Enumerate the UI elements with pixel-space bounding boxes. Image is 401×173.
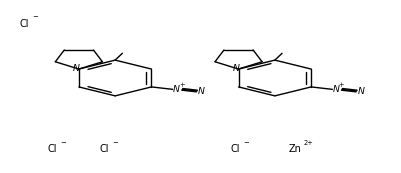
Text: +: +: [179, 82, 184, 88]
Text: 2+: 2+: [303, 140, 313, 146]
Text: −: −: [243, 140, 249, 146]
Text: N: N: [197, 86, 204, 95]
Text: Cl: Cl: [19, 19, 29, 29]
Text: N: N: [232, 64, 239, 73]
Text: Cl: Cl: [230, 144, 240, 154]
Text: N: N: [332, 85, 338, 94]
Text: N: N: [172, 85, 179, 94]
Text: N: N: [73, 64, 80, 73]
Text: −: −: [112, 140, 117, 146]
Text: Cl: Cl: [99, 144, 108, 154]
Text: Cl: Cl: [47, 144, 57, 154]
Text: N: N: [356, 86, 363, 95]
Text: +: +: [338, 82, 343, 88]
Text: Zn: Zn: [288, 144, 301, 154]
Text: −: −: [60, 140, 65, 146]
Text: −: −: [32, 14, 38, 20]
